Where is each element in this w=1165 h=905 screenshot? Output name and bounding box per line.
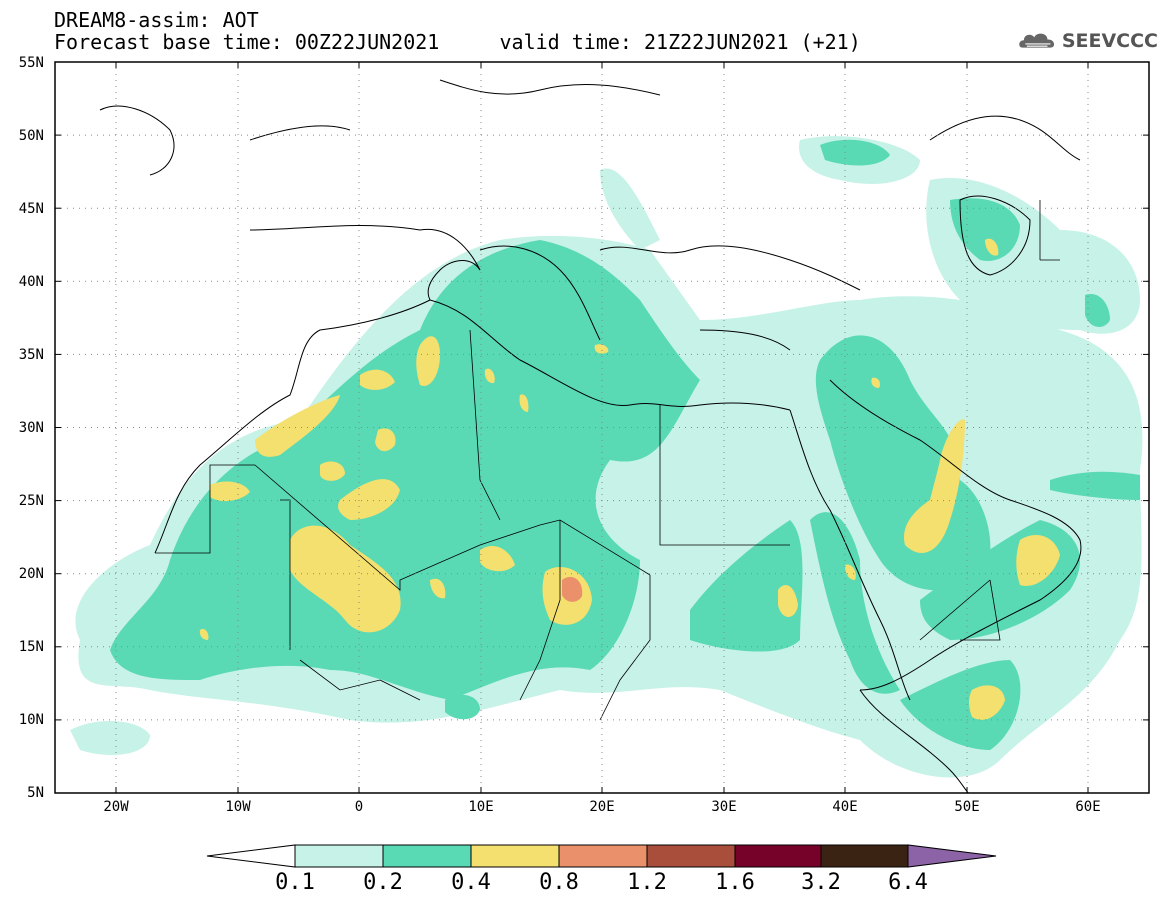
lat-label: 35N [18, 347, 44, 363]
lon-label: 40E [832, 799, 858, 815]
lat-label: 20N [18, 566, 44, 582]
map-frame [54, 61, 1150, 794]
coastlines [99, 79, 1082, 793]
axis-ticks [55, 62, 1149, 793]
colorbar-label: 1.6 [715, 870, 755, 895]
graticule [55, 62, 1149, 793]
country-borders [155, 200, 1060, 721]
colorbar-cell-0.4 [470, 844, 560, 868]
colorbar-min-arrow [206, 844, 296, 868]
lon-label: 10E [468, 799, 494, 815]
colorbar-label: 0.8 [539, 870, 579, 895]
seevccc-logo: SEEVCCC [1018, 26, 1158, 56]
logo-text: SEEVCCC [1061, 30, 1158, 52]
colorbar-label: 1.2 [627, 870, 667, 895]
lon-label: 50E [954, 799, 980, 815]
lon-label: 0 [354, 799, 364, 815]
forecast-times: Forecast base time: 00Z22JUN2021 valid t… [54, 30, 861, 54]
lon-label: 30E [711, 799, 737, 815]
map-title: DREAM8-assim: AOT [54, 8, 259, 32]
colorbar-cell-3.2 [820, 844, 909, 868]
aot-band-0.8 [562, 576, 583, 602]
colorbar-label: 0.4 [451, 870, 491, 895]
lat-label: 40N [18, 274, 44, 290]
colorbar [206, 844, 997, 868]
lat-label: 30N [18, 420, 44, 436]
lon-label: 60E [1075, 799, 1101, 815]
lat-label: 15N [18, 639, 44, 655]
colorbar-cell-0.8 [558, 844, 648, 868]
lat-label: 45N [18, 201, 44, 217]
colorbar-label: 3.2 [801, 870, 841, 895]
lat-label: 25N [18, 493, 44, 509]
colorbar-label: 6.4 [888, 870, 928, 895]
colorbar-label: 0.2 [363, 870, 403, 895]
aot-field [70, 136, 1143, 778]
colorbar-cell-0.1 [294, 844, 384, 868]
lat-label: 10N [18, 712, 44, 728]
colorbar-cell-1.6 [734, 844, 822, 868]
lon-label: 20E [589, 799, 615, 815]
colorbar-cell-0.2 [382, 844, 472, 868]
cloud-icon [1019, 33, 1055, 48]
lon-label: 10W [225, 799, 251, 815]
colorbar-cell-1.2 [646, 844, 736, 868]
aot-band-0.4 [199, 238, 1060, 720]
lat-label: 5N [27, 785, 44, 801]
lat-label: 50N [18, 128, 44, 144]
colorbar-max-arrow [907, 844, 997, 868]
lat-label: 55N [18, 55, 44, 71]
colorbar-label: 0.1 [275, 870, 315, 895]
lon-label: 20W [103, 799, 129, 815]
